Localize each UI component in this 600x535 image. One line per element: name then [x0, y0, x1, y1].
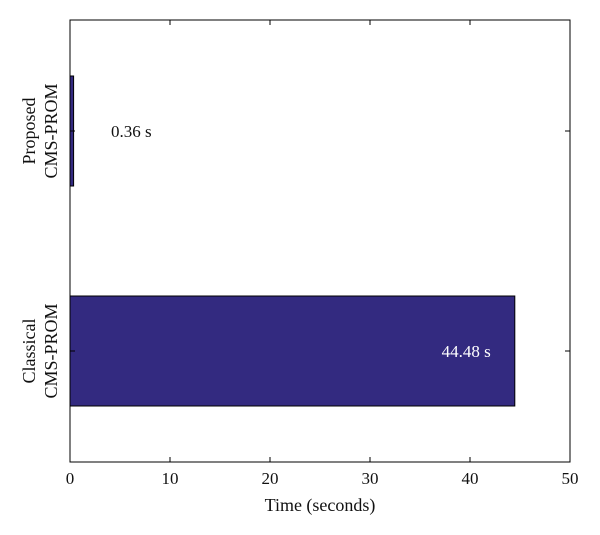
category-label-1: Classical CMS-PROM: [19, 303, 61, 398]
category-label-0-line-0: Proposed: [19, 98, 39, 165]
data-label-0: 0.36 s: [111, 122, 152, 141]
x-tick-label-2: 20: [262, 469, 279, 488]
y-axis-ticks: [70, 130, 570, 352]
x-axis-ticks: 0 10 20 30 40 50: [66, 20, 579, 488]
data-label-1: 44.48 s: [442, 342, 491, 361]
x-tick-label-4: 40: [462, 469, 479, 488]
x-tick-label-1: 10: [162, 469, 179, 488]
x-tick-label-5: 50: [562, 469, 579, 488]
category-label-1-line-1: CMS-PROM: [41, 303, 61, 398]
category-label-0-line-1: CMS-PROM: [41, 83, 61, 178]
category-label-0: Proposed CMS-PROM: [19, 83, 61, 178]
bars-group: 0.36 s 44.48 s: [69, 75, 516, 407]
x-tick-label-3: 30: [362, 469, 379, 488]
bar-1: [69, 295, 516, 407]
x-tick-label-0: 0: [66, 469, 75, 488]
category-label-1-line-0: Classical: [19, 319, 39, 384]
x-axis-title: Time (seconds): [265, 495, 376, 516]
